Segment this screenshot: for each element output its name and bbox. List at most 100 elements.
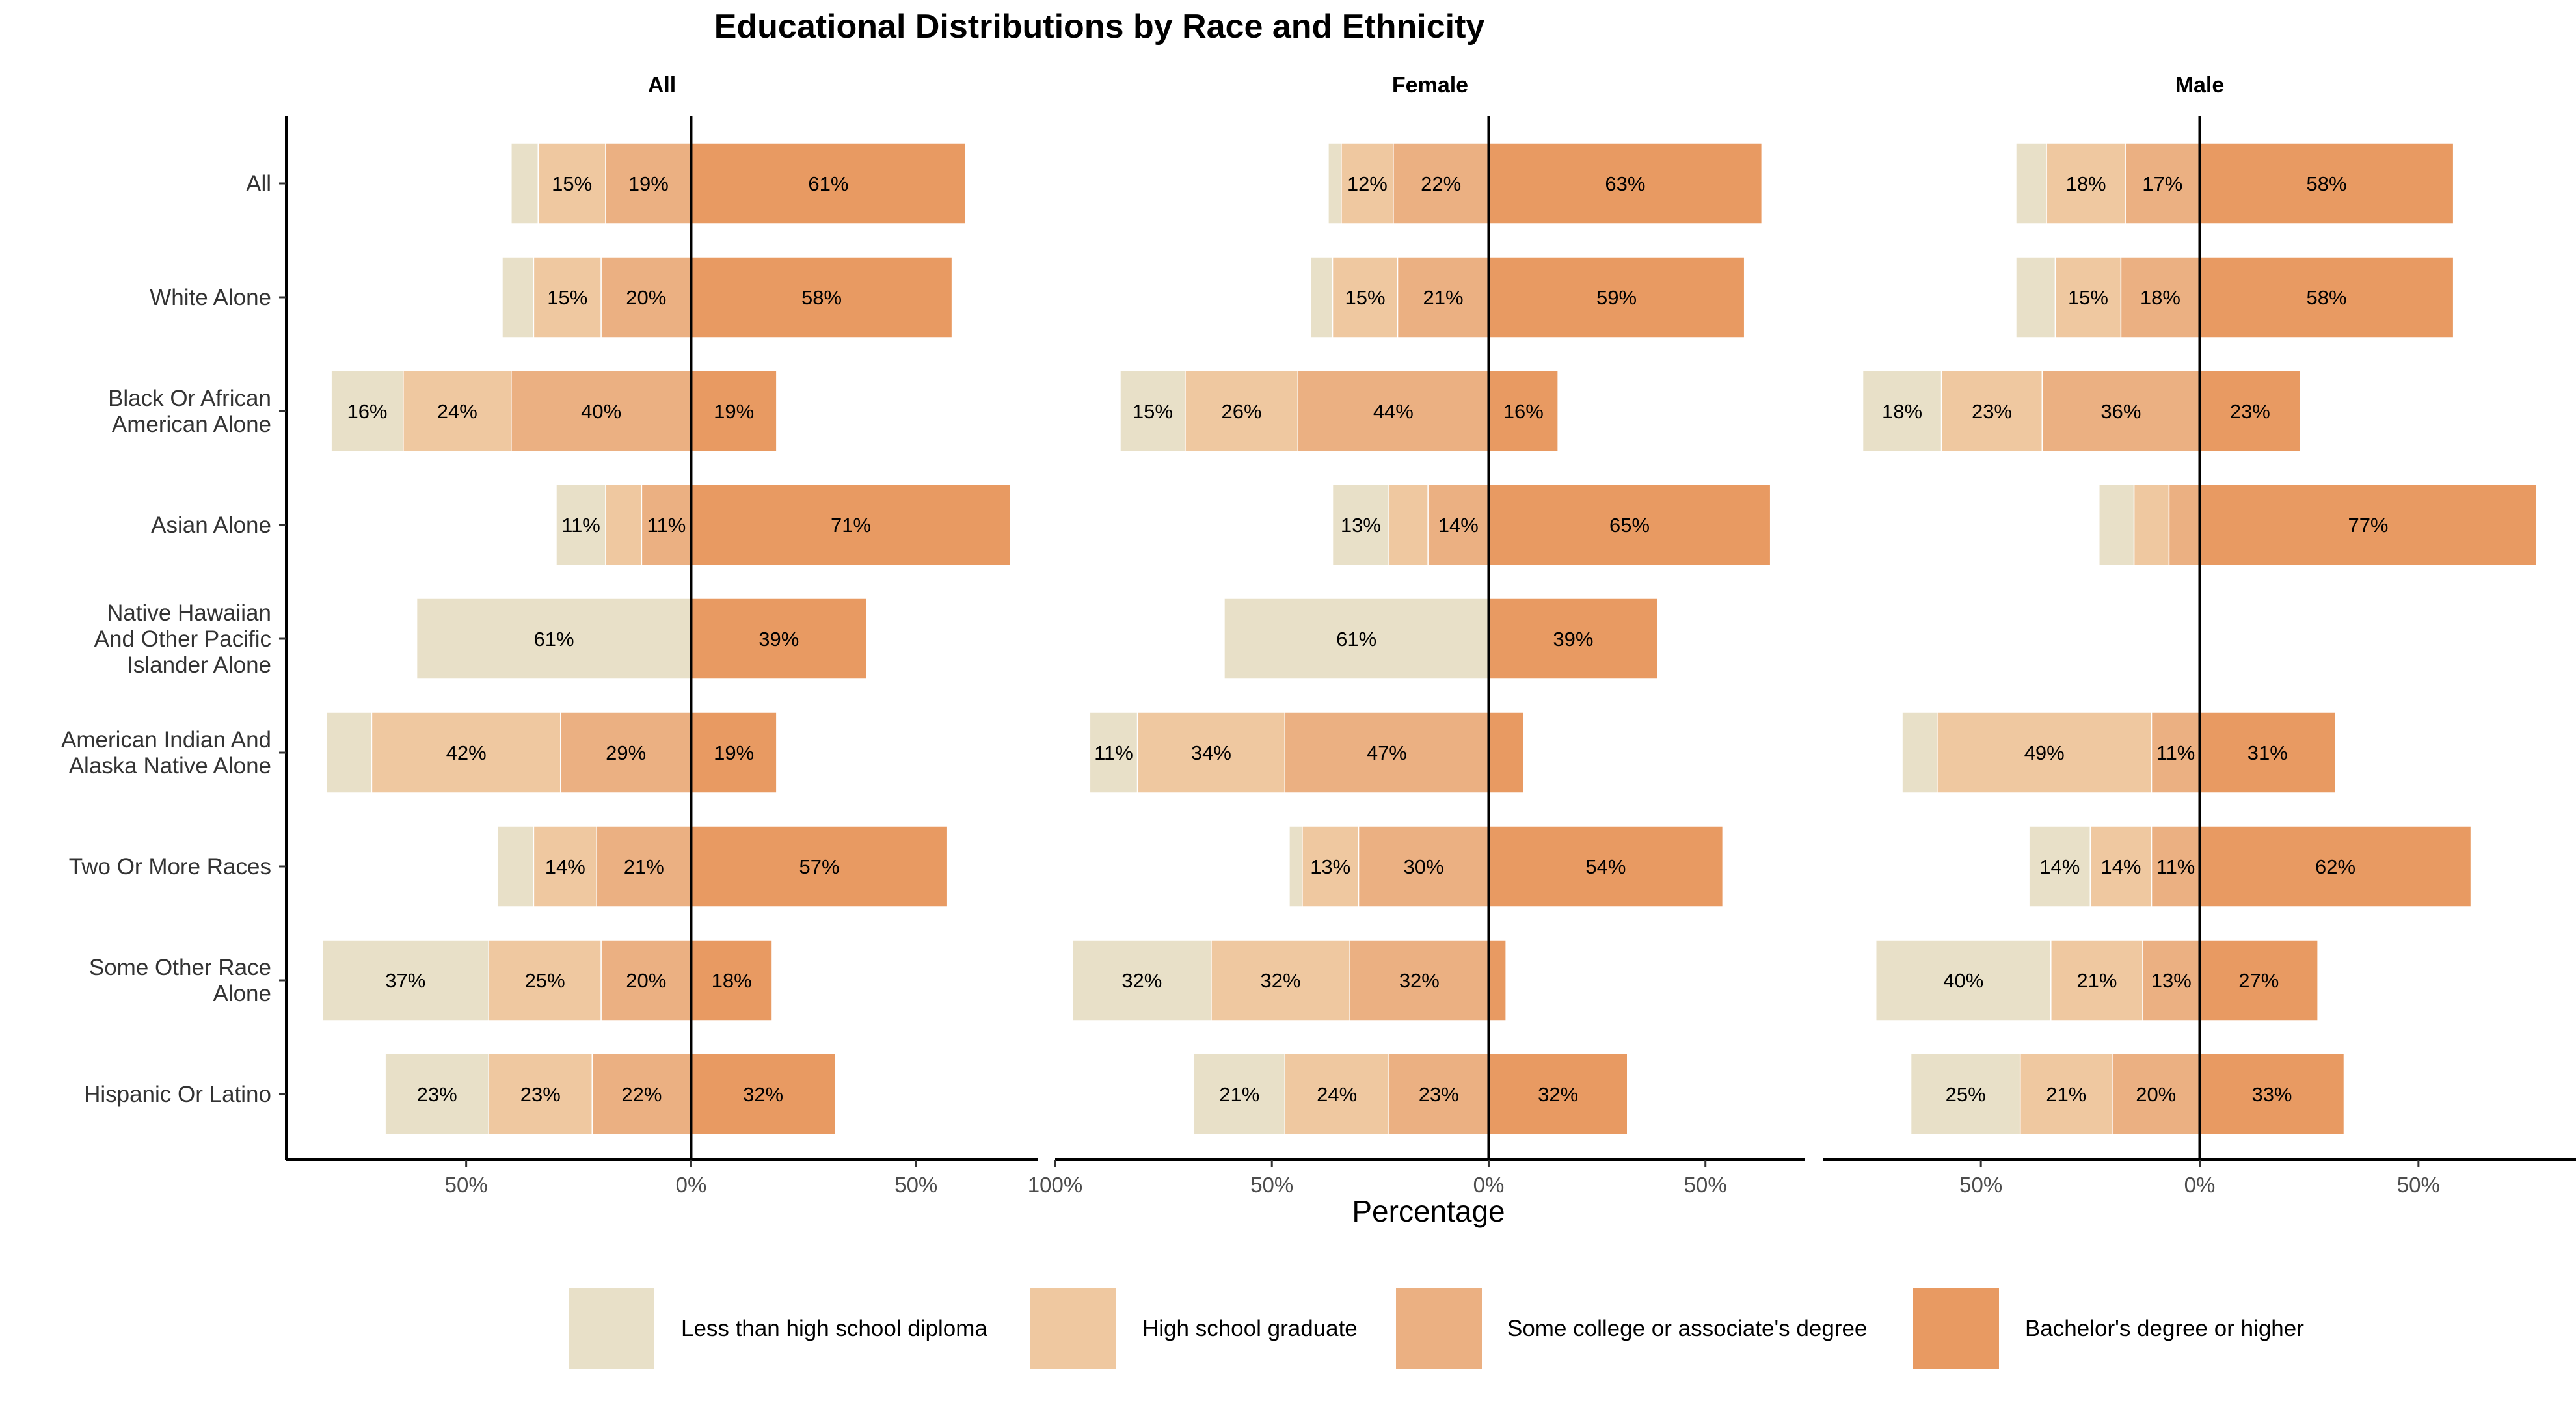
bar-segment — [690, 370, 777, 452]
data-label: 23% — [2230, 400, 2270, 423]
bar-segment — [2199, 825, 2472, 907]
bar-segment — [1136, 712, 1285, 794]
bar-segment — [2089, 825, 2153, 907]
y-tick-label: Hispanic Or Latino — [84, 1082, 271, 1107]
bar-segment — [1427, 484, 1490, 566]
bar-segment — [488, 939, 602, 1021]
data-label: 49% — [2024, 742, 2065, 764]
legend-swatch — [569, 1288, 654, 1369]
bar-segment — [321, 939, 489, 1021]
data-label: 15% — [1345, 286, 1386, 309]
data-label: 18% — [2140, 286, 2180, 309]
bar-segment — [1089, 712, 1138, 794]
bar-segment — [2199, 370, 2301, 452]
bar-segment — [371, 712, 561, 794]
bar-segment — [690, 598, 867, 680]
bar-segment — [2199, 256, 2454, 338]
data-label: 19% — [714, 400, 754, 423]
data-label: 59% — [1596, 286, 1637, 309]
bar-segment — [1358, 825, 1490, 907]
data-label: 11% — [2156, 855, 2195, 878]
bar-segment — [2015, 256, 2056, 338]
data-label: 71% — [831, 514, 871, 537]
y-tick-label: White Alone — [150, 285, 271, 310]
bar-segment — [2199, 939, 2318, 1021]
data-label: 15% — [2068, 286, 2108, 309]
y-tick-label: Asian Alone — [151, 513, 271, 538]
y-tick-label: American Indian And Alaska Native Alone — [61, 727, 271, 779]
data-label: 40% — [581, 400, 621, 423]
chart-title: Educational Distributions by Race and Et… — [714, 8, 1485, 46]
data-label: 25% — [1946, 1083, 1986, 1106]
data-label: 25% — [525, 969, 565, 992]
bar-segment — [2050, 939, 2143, 1021]
data-label: 30% — [1403, 855, 1443, 878]
data-label: 65% — [1609, 514, 1650, 537]
x-tick-label: 0% — [2184, 1173, 2216, 1197]
data-label: 39% — [758, 628, 799, 650]
x-tick-label: 50% — [1684, 1173, 1727, 1197]
data-label: 23% — [417, 1083, 457, 1106]
data-label: 24% — [1317, 1083, 1357, 1106]
bar-segment — [1284, 712, 1490, 794]
data-label: 15% — [1133, 400, 1173, 423]
bar-segment — [1488, 484, 1771, 566]
data-label: 58% — [801, 286, 842, 309]
x-axis-title: Percentage — [1352, 1194, 1505, 1228]
y-tick-label: Some Other Race Alone — [89, 955, 271, 1006]
data-label: 21% — [1219, 1083, 1259, 1106]
data-label: 40% — [1943, 969, 1983, 992]
data-label: 32% — [1538, 1083, 1578, 1106]
bar-segment — [533, 825, 597, 907]
bar-segment — [1211, 939, 1350, 1021]
bar-segment — [488, 1053, 593, 1135]
data-label: 54% — [1585, 855, 1626, 878]
bar-segment — [2046, 142, 2126, 224]
data-label: 23% — [1419, 1083, 1459, 1106]
data-label: 42% — [446, 742, 487, 764]
data-label: 26% — [1222, 400, 1262, 423]
legend-label: High school graduate — [1142, 1316, 1358, 1341]
x-tick-label: 50% — [1250, 1173, 1293, 1197]
bar-segment — [1940, 370, 2043, 452]
bar-segment — [690, 1053, 836, 1135]
bar-segment — [560, 712, 692, 794]
data-label: 23% — [1972, 400, 2012, 423]
bar-segment — [2133, 484, 2170, 566]
bar-segment — [1224, 598, 1490, 680]
bar-segment — [330, 370, 404, 452]
x-tick-label: 0% — [676, 1173, 707, 1197]
bar-segment — [2199, 712, 2336, 794]
bar-segment — [2054, 256, 2122, 338]
bar-segment — [1388, 484, 1429, 566]
data-label: 15% — [547, 286, 587, 309]
bar-segment — [2151, 825, 2201, 907]
data-label: 61% — [1336, 628, 1376, 650]
data-label: 32% — [1261, 969, 1301, 992]
data-label: 29% — [606, 742, 646, 764]
data-label: 23% — [520, 1083, 561, 1106]
bar-segment — [690, 142, 967, 224]
legend-swatch — [1396, 1288, 1482, 1369]
bar-segment — [690, 256, 953, 338]
legend: Less than high school diploma High school… — [569, 1288, 2304, 1369]
facet-all: All 15% 19% 61% 15% 20% 58% 16% 24% 40% 19% 11% 11% 7… — [286, 73, 1038, 1197]
data-label: 27% — [2238, 969, 2279, 992]
data-label: 39% — [1553, 628, 1593, 650]
data-label: 17% — [2142, 172, 2182, 195]
x-tick-label: 50% — [445, 1173, 488, 1197]
data-label: 14% — [1438, 514, 1479, 537]
data-label: 21% — [2046, 1083, 2086, 1106]
data-label: 15% — [552, 172, 592, 195]
bar-segment — [1397, 256, 1490, 338]
bar-segment — [605, 484, 643, 566]
facet-title: Male — [2175, 73, 2225, 98]
bar-segment — [511, 370, 692, 452]
bar-segment — [497, 825, 535, 907]
bar-segment — [1488, 712, 1524, 794]
data-label: 58% — [2307, 172, 2347, 195]
data-label: 61% — [533, 628, 574, 650]
data-label: 32% — [743, 1083, 783, 1106]
bar-segment — [1488, 256, 1745, 338]
bar-segment — [600, 256, 692, 338]
